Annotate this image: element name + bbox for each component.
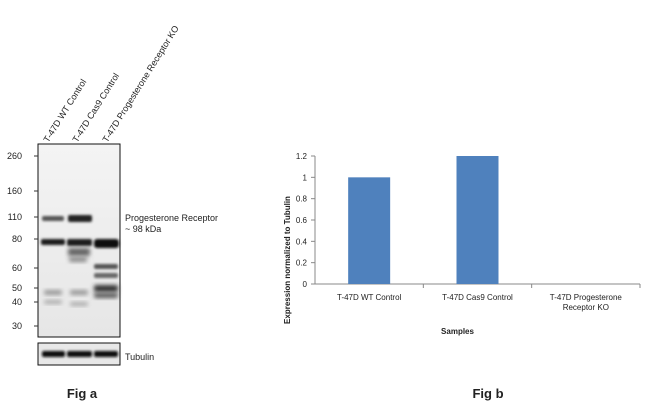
tubulin-blot [0,340,125,370]
y-tick-label: 1 [303,173,308,182]
tubulin-label: Tubulin [125,352,154,362]
y-tick-label: 1.2 [296,152,308,161]
western-blot: 260 160 110 80 60 50 40 30 [0,140,200,340]
y-tick-label: 0.4 [296,237,308,246]
y-tick-label: 0.2 [296,259,308,268]
bar-chart: 0 0.2 0.4 0.6 0.8 1 1.2 T-47D WT Control T-47D C… [270,140,645,360]
marker-40: 40 [12,297,22,307]
bar [348,177,390,284]
y-axis-label: Expression normalized to Tubulin [283,196,292,324]
marker-30: 30 [12,321,22,331]
fig-b-caption: Fig b [448,386,528,401]
marker-ladder: 260 160 110 80 60 50 40 30 [7,151,38,331]
marker-160: 160 [7,186,22,196]
y-tick-label: 0.6 [296,216,308,225]
fig-a-caption: Fig a [42,386,122,401]
x-tick-label: T-47D WT Control [337,293,402,302]
marker-50: 50 [12,283,22,293]
marker-260: 260 [7,151,22,161]
marker-60: 60 [12,263,22,273]
marker-110: 110 [8,212,22,222]
y-tick-label: 0.8 [296,195,308,204]
bar [457,156,499,284]
band-label-size: ~ 98 kDa [125,224,161,234]
x-tick-label: T-47D Progesterone [550,293,623,302]
y-tick-label: 0 [303,280,308,289]
x-tick-label: T-47D Cas9 Control [442,293,513,302]
x-axis-label: Samples [441,327,474,336]
marker-80: 80 [12,234,22,244]
band-label-title: Progesterone Receptor [125,213,218,223]
x-tick-label: Receptor KO [563,303,609,312]
